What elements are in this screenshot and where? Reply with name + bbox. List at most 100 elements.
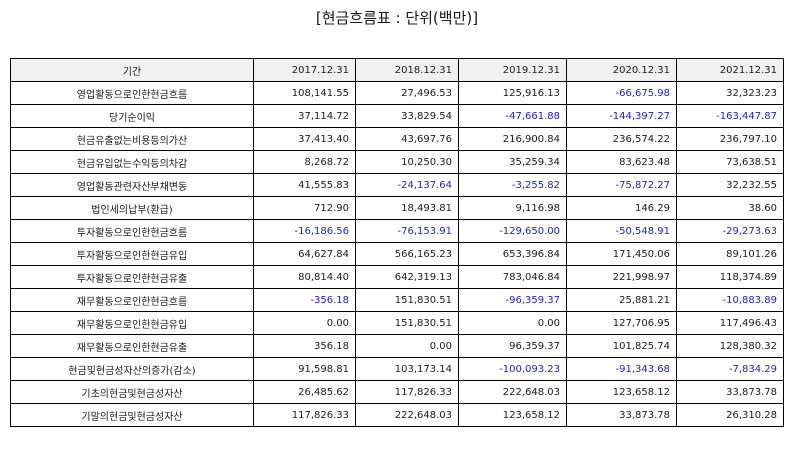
table-cell-value: 236,797.10 xyxy=(676,127,784,151)
table-row: 투자활동으로인한현금유출 80,814.40 642,319.13 783,046.8… xyxy=(10,265,784,289)
table-row: 영업활동으로인한현금흐름 108,141.55 27,496.53 125,916.1… xyxy=(10,81,784,105)
row-label: 현금유출없는비용등의가산 xyxy=(10,127,254,151)
table-cell-value: 0.00 xyxy=(458,311,567,335)
table-cell-value: 26,310.28 xyxy=(676,403,784,427)
table-cell-value: 8,268.72 xyxy=(253,150,356,174)
table-row: 당기순이익 37,114.72 33,829.54 -47,661.88 -144,39… xyxy=(10,104,784,128)
table-row: 기말의현금및현금성자산 117,826.33 222,648.03 123,658.1… xyxy=(10,403,784,427)
table-cell-value: 125,916.13 xyxy=(458,81,567,105)
table-cell-value: -66,675.98 xyxy=(566,81,677,105)
table-cell-value: 171,450.06 xyxy=(566,242,677,266)
table-row: 재무활동으로인한현금유출 356.18 0.00 96,359.37 101,825.7… xyxy=(10,334,784,358)
table-cell-value: 151,830.51 xyxy=(355,288,459,312)
table-cell-value: -75,872.27 xyxy=(566,173,677,197)
table-cell-value: -76,153.91 xyxy=(355,219,459,243)
table-cell-value: 83,623.48 xyxy=(566,150,677,174)
table-row: 재무활동으로인한현금흐름 -356.18 151,830.51 -96,359.37 2… xyxy=(10,288,784,312)
table-cell-value: 146.29 xyxy=(566,196,677,220)
table-cell-value: 123,658.12 xyxy=(458,403,567,427)
row-label: 현금및현금성자산의증가(감소) xyxy=(10,357,254,381)
table-cell-value: 151,830.51 xyxy=(355,311,459,335)
table-cell-value: 123,658.12 xyxy=(566,380,677,404)
table-header-row: 기간 2017.12.31 2018.12.31 2019.12.31 2020.12.… xyxy=(10,58,784,82)
table-cell-value: 89,101.26 xyxy=(676,242,784,266)
table-row: 현금및현금성자산의증가(감소) 91,598.81 103,173.14 -100,0… xyxy=(10,357,784,381)
table-cell-value: 64,627.84 xyxy=(253,242,356,266)
table-cell-value: 236,574.22 xyxy=(566,127,677,151)
table-cell-value: 37,413.40 xyxy=(253,127,356,151)
table-cell-value: 117,826.33 xyxy=(253,403,356,427)
row-label: 법인세의납부(환급) xyxy=(10,196,254,220)
table-cell-value: -10,883.89 xyxy=(676,288,784,312)
table-cell-value: 0.00 xyxy=(355,334,459,358)
column-header-date: 2017.12.31 xyxy=(253,58,356,82)
column-header-date: 2020.12.31 xyxy=(566,58,677,82)
column-header-period: 기간 xyxy=(10,58,254,82)
table-cell-value: -100,093.23 xyxy=(458,357,567,381)
table-cell-value: 9,116.98 xyxy=(458,196,567,220)
table-cell-value: 27,496.53 xyxy=(355,81,459,105)
row-label: 영업활동관련자산부채변동 xyxy=(10,173,254,197)
table-cell-value: 96,359.37 xyxy=(458,334,567,358)
table-cell-value: 108,141.55 xyxy=(253,81,356,105)
page-title: [현금흐름표 : 단위(백만)] xyxy=(315,9,479,27)
table-cell-value: 566,165.23 xyxy=(355,242,459,266)
table-cell-value: 101,825.74 xyxy=(566,334,677,358)
table-cell-value: 127,706.95 xyxy=(566,311,677,335)
table-cell-value: 103,173.14 xyxy=(355,357,459,381)
table-cell-value: -16,186.56 xyxy=(253,219,356,243)
table-cell-value: -7,834.29 xyxy=(676,357,784,381)
table-cell-value: -163,447.87 xyxy=(676,104,784,128)
cash-flow-table: 기간 2017.12.31 2018.12.31 2019.12.31 2020.12.… xyxy=(10,58,784,427)
table-cell-value: 221,998.97 xyxy=(566,265,677,289)
row-label: 재무활동으로인한현금유입 xyxy=(10,311,254,335)
table-cell-value: 118,374.89 xyxy=(676,265,784,289)
table-cell-value: 0.00 xyxy=(253,311,356,335)
table-cell-value: 43,697.76 xyxy=(355,127,459,151)
table-cell-value: -50,548.91 xyxy=(566,219,677,243)
table-row: 재무활동으로인한현금유입 0.00 151,830.51 0.00 127,706.95… xyxy=(10,311,784,335)
table-cell-value: 117,826.33 xyxy=(355,380,459,404)
table-row: 투자활동으로인한현금유입 64,627.84 566,165.23 653,396.8… xyxy=(10,242,784,266)
row-label: 기초의현금및현금성자산 xyxy=(10,380,254,404)
table-row: 투자활동으로인한현금흐름 -16,186.56 -76,153.91 -129,650… xyxy=(10,219,784,243)
table-cell-value: 37,114.72 xyxy=(253,104,356,128)
table-cell-value: 73,638.51 xyxy=(676,150,784,174)
table-body: 영업활동으로인한현금흐름 108,141.55 27,496.53 125,916.1… xyxy=(10,81,784,427)
table-cell-value: 33,873.78 xyxy=(676,380,784,404)
row-label: 투자활동으로인한현금유입 xyxy=(10,242,254,266)
table-cell-value: -129,650.00 xyxy=(458,219,567,243)
row-label: 기말의현금및현금성자산 xyxy=(10,403,254,427)
table-cell-value: 32,232.55 xyxy=(676,173,784,197)
table-cell-value: 38.60 xyxy=(676,196,784,220)
row-label: 현금유입없는수익등의차감 xyxy=(10,150,254,174)
table-cell-value: -24,137.64 xyxy=(355,173,459,197)
table-cell-value: 41,555.83 xyxy=(253,173,356,197)
table-cell-value: 33,829.54 xyxy=(355,104,459,128)
table-cell-value: 356.18 xyxy=(253,334,356,358)
table-cell-value: 91,598.81 xyxy=(253,357,356,381)
row-label: 영업활동으로인한현금흐름 xyxy=(10,81,254,105)
table-cell-value: 128,380.32 xyxy=(676,334,784,358)
table-cell-value: -91,343.68 xyxy=(566,357,677,381)
table-cell-value: 642,319.13 xyxy=(355,265,459,289)
row-label: 투자활동으로인한현금유출 xyxy=(10,265,254,289)
table-cell-value: 25,881.21 xyxy=(566,288,677,312)
column-header-date: 2021.12.31 xyxy=(676,58,784,82)
table-cell-value: 222,648.03 xyxy=(355,403,459,427)
table-cell-value: 32,323.23 xyxy=(676,81,784,105)
table-row: 현금유출없는비용등의가산 37,413.40 43,697.76 216,900.84… xyxy=(10,127,784,151)
table-cell-value: 216,900.84 xyxy=(458,127,567,151)
table-cell-value: -144,397.27 xyxy=(566,104,677,128)
table-cell-value: 33,873.78 xyxy=(566,403,677,427)
table-cell-value: -96,359.37 xyxy=(458,288,567,312)
table-cell-value: 80,814.40 xyxy=(253,265,356,289)
table-cell-value: 35,259.34 xyxy=(458,150,567,174)
column-header-date: 2018.12.31 xyxy=(355,58,459,82)
row-label: 재무활동으로인한현금흐름 xyxy=(10,288,254,312)
row-label: 당기순이익 xyxy=(10,104,254,128)
row-label: 투자활동으로인한현금흐름 xyxy=(10,219,254,243)
table-cell-value: -3,255.82 xyxy=(458,173,567,197)
table-cell-value: 653,396.84 xyxy=(458,242,567,266)
row-label: 재무활동으로인한현금유출 xyxy=(10,334,254,358)
